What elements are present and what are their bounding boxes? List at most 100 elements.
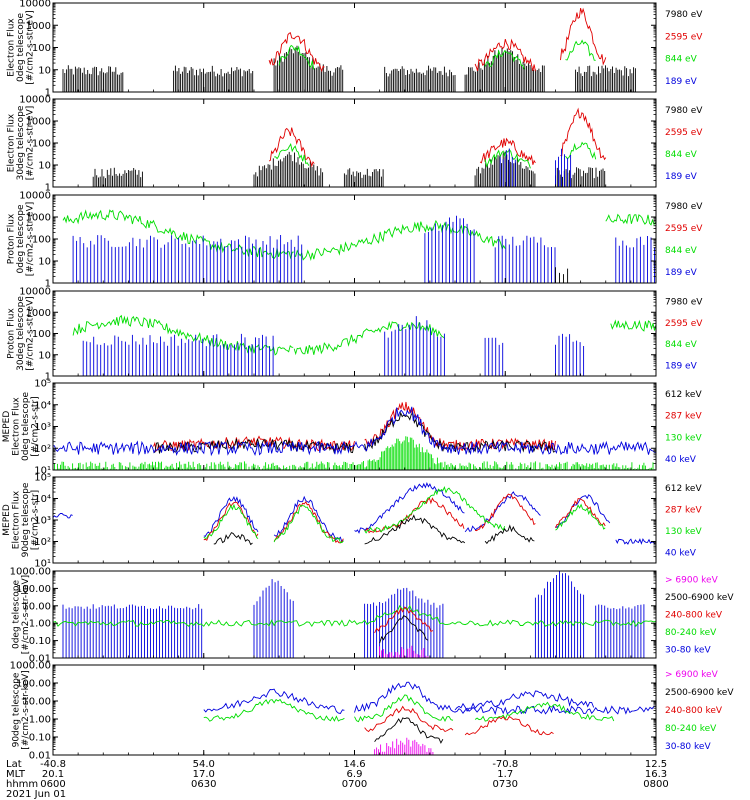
legend-entry: 2500-6900 keV (665, 593, 734, 603)
plot-frame (52, 98, 657, 188)
y-tick-label: 10³ (34, 516, 51, 527)
x-tick-label-lat: 54.0 (193, 759, 215, 770)
plot-frame (52, 382, 657, 471)
y-axis-label: MEPED Electron Flux 0deg telescope [#/cm2-s… (2, 392, 41, 462)
y-tick-label: 100 (32, 329, 51, 340)
y-tick-label: 10² (34, 537, 51, 548)
y-tick-label: 1 (45, 88, 51, 99)
y-tick-label: 0.01 (29, 751, 51, 762)
y-tick-label: 10000 (19, 95, 51, 106)
y-tick-label: 100 (32, 139, 51, 150)
y-tick-label: 1 (45, 183, 51, 194)
panel-6-traces (53, 481, 656, 546)
y-tick-label: 100.00 (16, 679, 51, 690)
y-axis-label-line: [#/cm2-s-str-eV] (26, 10, 36, 85)
legend-entry: 612 keV (665, 390, 702, 400)
y-tick-label: 1000.00 (10, 661, 51, 672)
y-axis-label: Electron Flux 30deg telescope [#/cm2-s-str… (7, 105, 36, 180)
legend-entry: 2595 eV (665, 32, 703, 42)
y-tick-label: 10⁵ (34, 379, 51, 390)
panel-4: 10000 1000 100 10 1 Proton Flux 30deg telescop… (7, 287, 704, 383)
panel-2: 10000 1000 100 10 1 Electron Flux 30deg telesc… (7, 95, 704, 194)
y-tick-label: 100 (32, 43, 51, 54)
series-blue-trace (82, 316, 585, 376)
legend-entry: 189 eV (665, 268, 698, 278)
legend-entry: 2500-6900 keV (665, 688, 734, 698)
x-tick-label-lat: -70.8 (492, 759, 518, 770)
y-tick-label: 0.10 (29, 636, 51, 647)
plot-frame (52, 664, 657, 756)
panel-1: 10000 1000 100 10 1 Electron Flux 0deg telesco… (7, 0, 704, 99)
legend-entry: 844 eV (665, 246, 698, 256)
plot-frame (52, 476, 657, 564)
y-tick-label: 10³ (34, 422, 51, 433)
y-tick-label: 0.10 (29, 733, 51, 744)
series-red-trace (374, 606, 434, 634)
y-tick-label: 1000 (26, 213, 51, 224)
panel-5: 10⁵ 10⁴ 10³ 10² 10¹ MEPED Electron Flux 0deg te… (2, 379, 703, 477)
y-axis-label-line: 30deg telescope (16, 105, 26, 180)
y-axis-label-line: [#/cm2-s-str] (30, 490, 40, 550)
y-tick-label: 1000 (26, 308, 51, 319)
x-tick-label-mlt: 16.3 (645, 769, 667, 780)
y-axis-label-line: Electron Flux (11, 397, 21, 456)
y-tick-label: 10000 (19, 287, 51, 298)
legend-entry: 844 eV (665, 340, 698, 350)
y-axis-label-line: [#/cm2-s-str-keV] (21, 575, 31, 654)
series-blue-trace (203, 681, 655, 716)
legend-entry: 240-800 keV (665, 611, 723, 621)
legend-entry: 844 eV (665, 55, 698, 65)
legend-entry: 130 keV (665, 433, 702, 443)
series-green-trace (274, 141, 597, 169)
y-tick-label: 10⁴ (34, 494, 51, 505)
y-tick-label: 1 (45, 279, 51, 290)
x-tick-label-mlt: 17.0 (193, 769, 215, 780)
series-black-trace (374, 717, 444, 744)
legend-entry: 2595 eV (665, 224, 703, 234)
series-red-trace (268, 7, 607, 73)
y-axis-label: Electron Flux 0deg telescope [#/cm2-s-str-… (7, 10, 36, 85)
panel-8-traces (203, 681, 655, 755)
legend-entry: 30-80 keV (665, 645, 711, 655)
y-axis-label-line: Electron Flux (7, 113, 17, 172)
legend-entry: 7980 eV (665, 202, 703, 212)
y-tick-label: 10⁵ (34, 473, 51, 484)
series-blue-trace (499, 148, 572, 187)
series-green-trace (62, 209, 656, 261)
panel-1-traces (62, 7, 636, 92)
y-axis-label-line: [#/cm2-s-str-eV] (26, 106, 36, 181)
y-axis-label-line: MEPED (2, 504, 12, 536)
legend-entry: 40 keV (665, 548, 697, 558)
series-magenta-trace (379, 645, 429, 658)
legend-entry: 2595 eV (665, 319, 703, 329)
y-axis-label-line: 90deg telescope (21, 482, 31, 557)
y-axis-label-line: Electron Flux (11, 490, 21, 549)
legend-entry: 40 keV (665, 455, 697, 465)
y-axis-label-line: MEPED (2, 411, 12, 443)
y-axis-label-line: Proton Flux (7, 308, 17, 359)
y-tick-label: 1 (45, 372, 51, 383)
x-tick-label-hhmm: 0730 (493, 779, 518, 790)
panel-8: 1000.00 100.00 10.00 1.00 0.10 0.01 90deg tele… (10, 661, 735, 762)
series-green-trace (53, 436, 656, 470)
series-green-trace (278, 39, 596, 70)
x-tick-label-mlt: 1.7 (497, 769, 513, 780)
y-axis-label: MEPED Electron Flux 90deg telescope [#/cm2-… (2, 482, 41, 557)
series-black-trace (92, 151, 606, 187)
y-axis-label-line: 0deg telescope (21, 392, 31, 462)
y-tick-label: 1.00 (29, 715, 51, 726)
legend-entry: 130 keV (665, 527, 702, 537)
y-axis-label-line: Electron Flux (7, 18, 17, 77)
legend-entry: 844 eV (665, 150, 698, 160)
legend-entry: 189 eV (665, 172, 698, 182)
legend-entry: 240-800 keV (665, 706, 723, 716)
series-blue-trace (53, 481, 656, 545)
legend-entry: > 6900 keV (665, 670, 719, 680)
series-black-trace (62, 45, 636, 92)
x-tick-label-lat: 12.5 (645, 759, 667, 770)
legend-entry: 189 eV (665, 361, 698, 371)
legend-entry: 7980 eV (665, 106, 703, 116)
